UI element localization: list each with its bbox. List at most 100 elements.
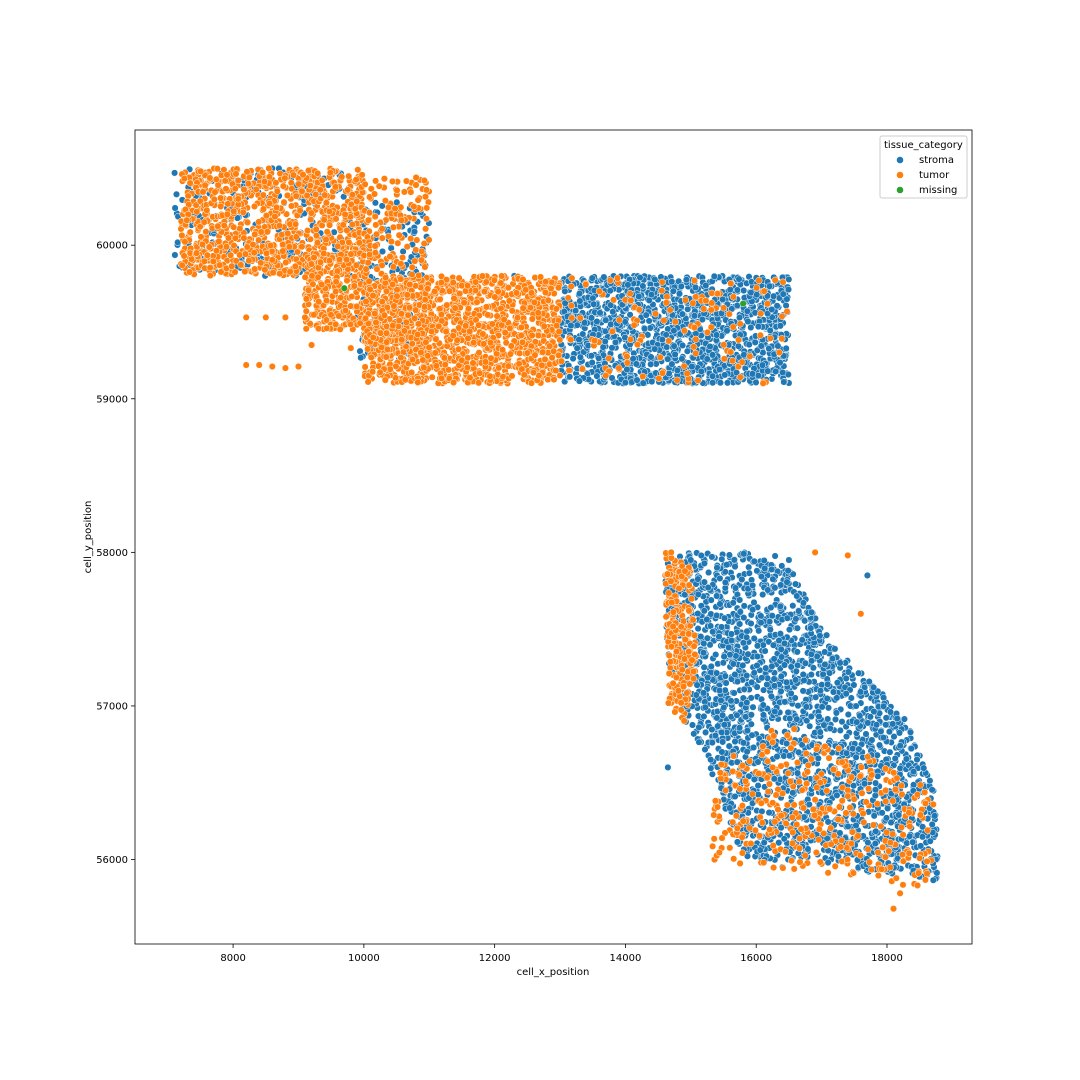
point-tumor [265,164,273,173]
point-stroma [730,689,738,697]
point-tumor [197,167,205,175]
point-stroma [754,758,762,766]
point-tumor [304,227,312,235]
point-stroma [357,354,365,362]
point-stroma [800,676,808,684]
point-stroma [740,286,748,295]
point-stroma [832,709,840,717]
point-stroma [844,710,852,719]
point-stroma [743,672,751,680]
point-stroma [567,322,575,330]
point-stroma [852,702,860,710]
point-stroma [639,379,647,387]
point-tumor [322,199,330,207]
point-stroma [793,648,801,656]
point-stroma [753,661,761,670]
point-stroma [726,804,734,812]
point-stroma [823,631,831,639]
point-tumor [314,169,322,177]
point-tumor [211,188,219,196]
point-stroma [734,342,742,350]
point-stroma [926,837,934,845]
point-tumor [283,191,292,199]
point-stroma [700,712,708,720]
point-stroma [713,592,721,600]
point-stroma [738,575,746,583]
point-tumor [181,238,189,246]
point-tumor [306,182,314,190]
point-stroma [753,683,761,691]
point-tumor [184,210,192,218]
point-stroma [880,702,888,710]
point-stroma [713,611,721,620]
point-stroma [828,655,837,663]
point-stroma [842,749,851,757]
point-stroma [824,704,833,712]
point-stroma [716,574,724,582]
point-tumor [217,268,225,276]
point-stroma [895,729,904,737]
point-stroma [675,290,684,298]
point-tumor [227,251,235,259]
point-stroma [799,599,807,607]
point-stroma [779,290,787,298]
point-stroma [855,669,863,677]
point-stroma [872,827,880,835]
point-stroma [824,715,832,723]
point-stroma [694,575,702,583]
point-stroma [826,669,834,677]
point-tumor [307,209,315,217]
point-stroma [677,282,685,290]
point-stroma [636,274,644,282]
point-stroma [777,581,785,589]
point-stroma [758,674,766,682]
point-stroma [802,703,810,711]
point-stroma [715,633,723,641]
point-stroma [764,586,772,594]
point-stroma [732,652,740,660]
point-stroma [171,204,179,212]
point-stroma [706,342,714,351]
point-stroma [749,703,757,711]
point-stroma [823,694,831,703]
point-stroma [651,275,659,284]
point-stroma [891,754,899,763]
point-stroma [726,286,734,294]
point-stroma [783,678,791,686]
point-stroma [707,764,715,772]
point-tumor [273,203,281,212]
point-stroma [590,300,598,308]
point-stroma [709,351,717,359]
point-stroma [793,715,801,723]
point-stroma [647,360,655,368]
point-stroma [929,876,937,884]
point-stroma [739,739,748,747]
point-stroma [918,833,927,841]
point-stroma [757,573,766,581]
point-tumor [209,257,217,265]
point-stroma [725,643,733,651]
point-stroma [816,728,824,736]
point-stroma [624,281,632,289]
point-stroma [909,838,917,846]
point-stroma [767,604,775,612]
point-stroma [807,650,815,658]
point-stroma [808,608,816,616]
point-tumor [186,268,194,276]
point-tumor [187,255,196,263]
point-tumor [198,240,207,249]
point-stroma [700,663,708,671]
point-stroma [871,786,880,794]
point-stroma [621,379,629,387]
point-stroma [691,283,700,292]
point-tumor [244,180,252,188]
point-stroma [792,667,800,675]
point-stroma [723,379,732,387]
point-stroma [766,626,774,634]
point-stroma [753,291,761,299]
point-stroma [769,575,777,583]
point-stroma [770,682,778,690]
point-stroma [816,632,824,640]
point-stroma [872,779,880,787]
point-tumor [200,218,208,226]
